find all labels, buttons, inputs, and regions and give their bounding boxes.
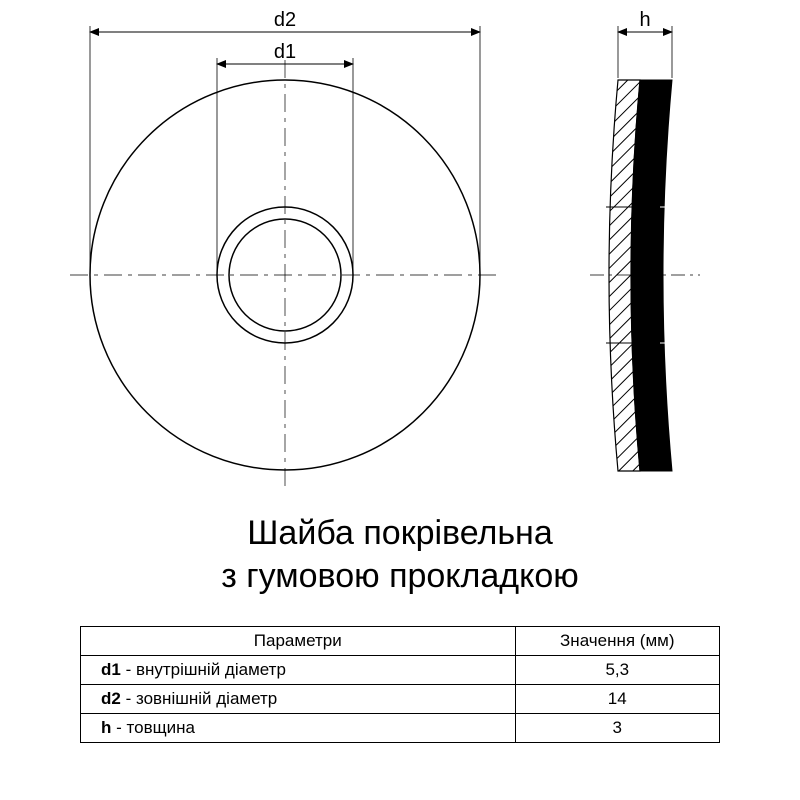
header-param: Параметри: [81, 627, 516, 656]
param-desc: товщина: [127, 718, 195, 737]
value-cell: 14: [515, 685, 719, 714]
table-row: d1 - внутрішній діаметр 5,3: [81, 656, 720, 685]
parameters-table-wrap: Параметри Значення (мм) d1 - внутрішній …: [80, 626, 720, 743]
dim-d1-label: d1: [274, 41, 296, 63]
table-row: d2 - зовнішній діаметр 14: [81, 685, 720, 714]
param-cell: h - товщина: [81, 714, 516, 743]
dim-h-label: h: [639, 9, 650, 31]
title-line-1: Шайба покрівельна: [0, 514, 800, 553]
title-line-2: з гумовою прокладкою: [0, 557, 800, 596]
technical-drawing: d2 d1 h: [0, 0, 800, 500]
table-row: h - товщина 3: [81, 714, 720, 743]
param-sym: d2: [101, 689, 121, 708]
param-cell: d1 - внутрішній діаметр: [81, 656, 516, 685]
value-cell: 5,3: [515, 656, 719, 685]
param-sym: h: [101, 718, 111, 737]
param-cell: d2 - зовнішній діаметр: [81, 685, 516, 714]
title-block: Шайба покрівельна з гумовою прокладкою: [0, 510, 800, 600]
front-view: [70, 60, 500, 490]
param-sym: d1: [101, 660, 121, 679]
param-desc: зовнішній діаметр: [136, 689, 277, 708]
drawing-svg: d2 d1 h: [0, 0, 800, 500]
parameters-table: Параметри Значення (мм) d1 - внутрішній …: [80, 626, 720, 743]
value-cell: 3: [515, 714, 719, 743]
param-desc: внутрішній діаметр: [136, 660, 286, 679]
side-view: [590, 80, 700, 471]
header-value: Значення (мм): [515, 627, 719, 656]
dim-h: h: [618, 9, 672, 78]
dim-d2-label: d2: [274, 9, 296, 31]
table-header-row: Параметри Значення (мм): [81, 627, 720, 656]
